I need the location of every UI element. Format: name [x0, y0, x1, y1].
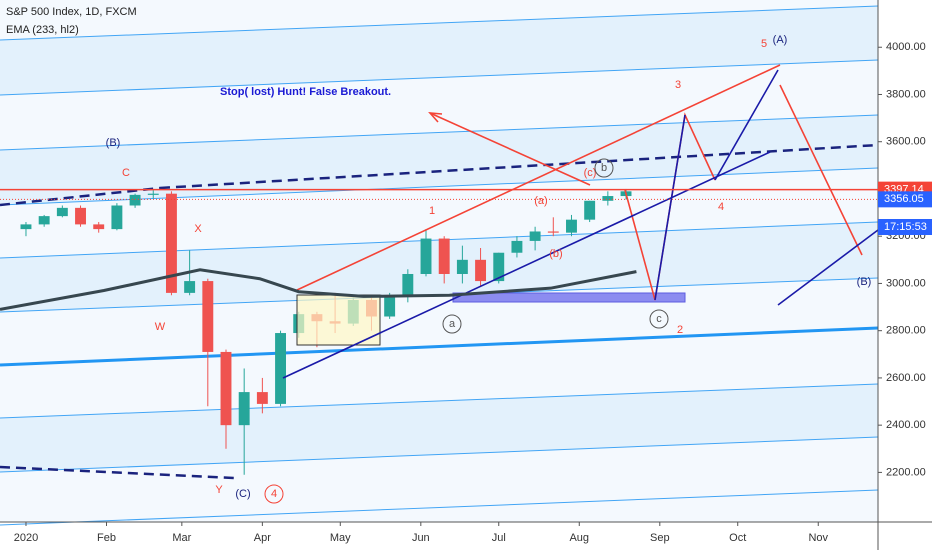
annotation: X	[194, 223, 202, 235]
candle-body	[493, 252, 505, 282]
candle-body	[402, 273, 414, 296]
candle-body	[275, 333, 286, 404]
annotation: 3	[675, 79, 681, 91]
annotation: (C)	[235, 488, 250, 500]
x-tick-label: May	[330, 532, 351, 544]
x-tick-label: Apr	[254, 532, 271, 544]
annotation: 5	[761, 38, 767, 50]
annotation-circle	[649, 309, 669, 329]
annotation: Y	[215, 484, 223, 496]
annotation: (B)	[857, 276, 872, 288]
annotation-circle	[594, 158, 614, 178]
annotation: (c)	[584, 167, 597, 179]
annotation: a	[449, 318, 456, 330]
indicator-label: EMA (233, hl2)	[6, 24, 79, 36]
annotation: 4	[271, 488, 277, 500]
y-tick-label: 4000.00	[886, 41, 926, 53]
ema-line	[0, 268, 637, 311]
annotation: (a)	[534, 195, 547, 207]
y-tick-label: 2800.00	[886, 325, 926, 337]
price-tag	[878, 191, 932, 208]
annotation: (A)	[773, 34, 788, 46]
y-tick-label: 3800.00	[886, 88, 926, 100]
x-tick-label: Nov	[808, 532, 828, 544]
candle-body	[147, 193, 159, 195]
x-tick-label: 2020	[14, 532, 38, 544]
annotation-circle	[442, 314, 462, 334]
annotation: b	[601, 162, 607, 174]
x-tick-label: Jul	[492, 532, 506, 544]
candle-body	[75, 207, 86, 225]
candle-body	[384, 295, 396, 317]
candle-body	[38, 216, 50, 225]
price-tag-label: 3356.05	[884, 193, 924, 205]
annotation: 4	[718, 201, 724, 213]
x-tick-label: Jun	[412, 532, 430, 544]
annotation-circle	[264, 484, 284, 504]
y-tick-label: 2400.00	[886, 419, 926, 431]
candle-body	[56, 207, 68, 217]
candle-body	[165, 193, 177, 293]
annotation: (b)	[549, 248, 562, 260]
x-tick-label: Aug	[569, 532, 589, 544]
candle-body	[475, 259, 487, 282]
candle-body	[184, 281, 196, 293]
x-tick-label: Oct	[729, 532, 746, 544]
annotation: c	[656, 313, 662, 325]
y-tick-label: 3000.00	[886, 277, 926, 289]
annotation: 2	[677, 324, 683, 336]
candle-body	[511, 240, 523, 253]
candle-body	[456, 259, 468, 274]
annotation: W	[155, 321, 166, 333]
annotation: 1	[429, 205, 435, 217]
candle-body	[547, 231, 559, 233]
annotation: C	[122, 167, 130, 179]
candle-body	[256, 392, 268, 404]
annotation: Stop( lost) Hunt! False Breakout.	[220, 86, 391, 98]
y-tick-label: 2200.00	[886, 466, 926, 478]
countdown-tag	[878, 219, 932, 235]
candle-body	[602, 196, 614, 201]
candle-body	[438, 238, 450, 274]
candle-body	[202, 281, 214, 352]
y-tick-label: 2600.00	[886, 372, 926, 384]
candle-body	[420, 238, 432, 274]
candle-body	[529, 231, 541, 241]
candle-body	[93, 224, 105, 230]
candle-body	[111, 205, 123, 230]
annotation: (B)	[106, 137, 121, 149]
candle-body	[566, 219, 577, 233]
countdown-label: 17:15:53	[884, 221, 927, 233]
y-tick-label: 3600.00	[886, 136, 926, 148]
x-tick-label: Sep	[650, 532, 670, 544]
candle-body	[584, 200, 596, 220]
x-tick-label: Mar	[172, 532, 191, 544]
candle-body	[20, 224, 32, 230]
candle-body	[129, 194, 141, 206]
candle-body	[238, 392, 250, 426]
candle-body	[220, 351, 232, 426]
chart-title: S&P 500 Index, 1D, FXCM	[6, 6, 137, 18]
x-tick-label: Feb	[97, 532, 116, 544]
